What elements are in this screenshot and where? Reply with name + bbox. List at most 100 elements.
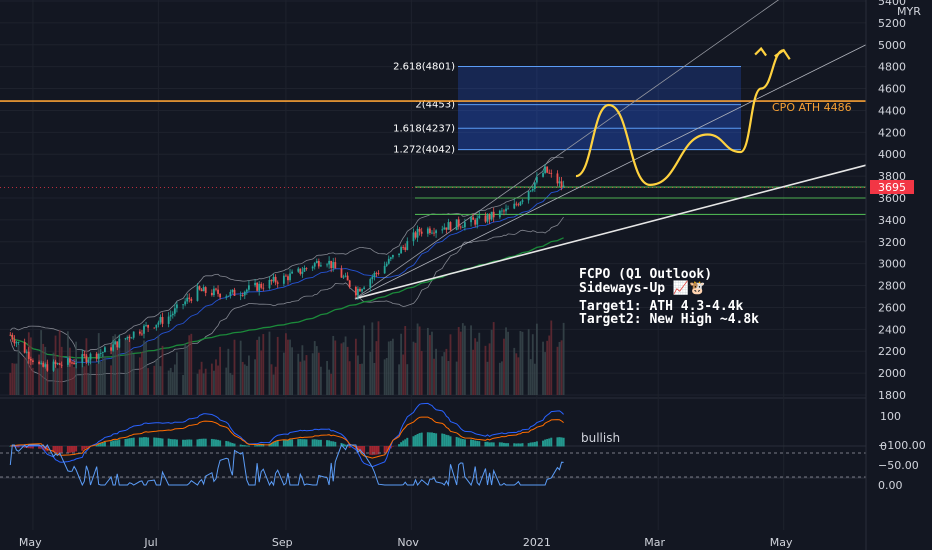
x-tick-label: May xyxy=(770,536,793,549)
candle-body xyxy=(488,214,491,220)
volume-bar xyxy=(406,364,409,395)
volume-bar xyxy=(531,334,534,395)
candle-body xyxy=(167,316,170,324)
candlesticks xyxy=(9,163,565,372)
candle-body xyxy=(239,295,242,296)
candle-body xyxy=(426,228,429,234)
candle-body xyxy=(443,227,446,230)
macd-hist-bar xyxy=(112,440,115,447)
currency-label: MYR xyxy=(897,5,921,18)
macd-hist-bar xyxy=(83,446,86,450)
macd-hist-bar xyxy=(210,438,213,447)
candle-body xyxy=(97,353,100,359)
volume-bar xyxy=(73,366,75,395)
macd-hist-bar xyxy=(342,443,345,447)
macd-hist-bar xyxy=(116,440,119,447)
volume-bar xyxy=(69,347,71,395)
candle-body xyxy=(484,215,487,222)
candle-body xyxy=(400,247,403,254)
volume-bar xyxy=(542,341,544,395)
volume-bar xyxy=(463,325,466,395)
macd-hist-bar xyxy=(420,432,423,447)
macd-hist-bar xyxy=(276,440,279,447)
macd-hist-bar xyxy=(332,441,335,447)
volume-bar xyxy=(404,326,407,395)
candle-body xyxy=(233,289,236,296)
candle-body xyxy=(503,210,505,212)
candle-body xyxy=(256,282,259,291)
macd-hist-bar xyxy=(272,441,275,447)
volume-bar xyxy=(23,357,26,395)
candle-body xyxy=(344,275,347,277)
note-line-2: Sideways-Up 📈🐮 xyxy=(579,280,705,296)
macd-hist-bar xyxy=(282,440,285,447)
fib-label: 1.272(4042) xyxy=(393,145,455,156)
candle-body xyxy=(299,268,302,274)
y-tick-label: 4600 xyxy=(878,83,906,96)
volume-bar xyxy=(25,353,28,395)
candle-body xyxy=(404,247,407,250)
osc-tick-label: 0.00 xyxy=(878,479,903,492)
macd-hist-bar xyxy=(75,446,78,452)
candle-body xyxy=(387,258,390,264)
candle-body xyxy=(313,262,316,267)
volume-bar xyxy=(247,355,250,395)
candle-body xyxy=(161,317,164,324)
macd-hist-bar xyxy=(535,441,538,447)
macd-hist-bar xyxy=(243,445,246,447)
volume-bar xyxy=(116,347,119,395)
macd-hist-bar xyxy=(398,444,401,447)
candle-body xyxy=(501,210,503,212)
candle-body xyxy=(377,273,380,274)
volume-bar xyxy=(402,354,405,395)
candle-body xyxy=(190,298,193,301)
volume-bar xyxy=(556,346,559,395)
macd-hist-bar xyxy=(198,438,201,447)
candle-body xyxy=(519,201,522,206)
macd-hist-bar xyxy=(505,443,508,447)
macd-hist-bar xyxy=(132,437,135,447)
volume-bar xyxy=(297,353,300,395)
macd-hist-bar xyxy=(521,443,524,447)
macd-hist-bar xyxy=(356,446,359,451)
candle-body xyxy=(87,359,90,363)
candle-body xyxy=(521,200,524,202)
candle-body xyxy=(389,257,392,259)
support-trendline xyxy=(354,164,867,300)
candle-body xyxy=(558,181,561,184)
candle-body xyxy=(291,271,293,274)
volume-bar xyxy=(431,331,433,395)
volume-bar xyxy=(330,373,333,395)
macd-hist-bar xyxy=(492,442,495,447)
x-tick-label: Nov xyxy=(397,536,419,549)
macd-bullish-label: bullish xyxy=(581,431,620,445)
volume-bar xyxy=(383,359,386,395)
macd-hist-bar xyxy=(200,438,203,447)
macd-hist-bar xyxy=(140,437,143,447)
candle-body xyxy=(73,362,75,365)
candle-body xyxy=(285,275,287,277)
volume-bar xyxy=(387,341,390,395)
candle-body xyxy=(391,254,394,258)
macd-hist-bar xyxy=(212,439,215,447)
macd-hist-bar xyxy=(361,446,364,454)
candle-body xyxy=(128,336,131,339)
volume-bar xyxy=(369,351,372,395)
volume-bar xyxy=(231,374,234,395)
macd-hist-bar xyxy=(145,437,148,447)
candle-body xyxy=(143,325,145,334)
candle-body xyxy=(429,228,431,234)
macd-hist-bar xyxy=(546,438,549,447)
macd-hist-bar xyxy=(73,446,76,453)
volume-bar xyxy=(202,373,205,395)
macd-hist-bar xyxy=(412,436,415,447)
volume-bar xyxy=(348,361,351,395)
candle-body xyxy=(385,263,388,266)
volume-bar xyxy=(391,338,394,395)
volume-bar xyxy=(87,373,90,395)
macd-hist-bar xyxy=(274,441,277,447)
candle-body xyxy=(476,218,479,225)
bb-basis xyxy=(9,187,564,364)
candle-body xyxy=(472,217,475,220)
